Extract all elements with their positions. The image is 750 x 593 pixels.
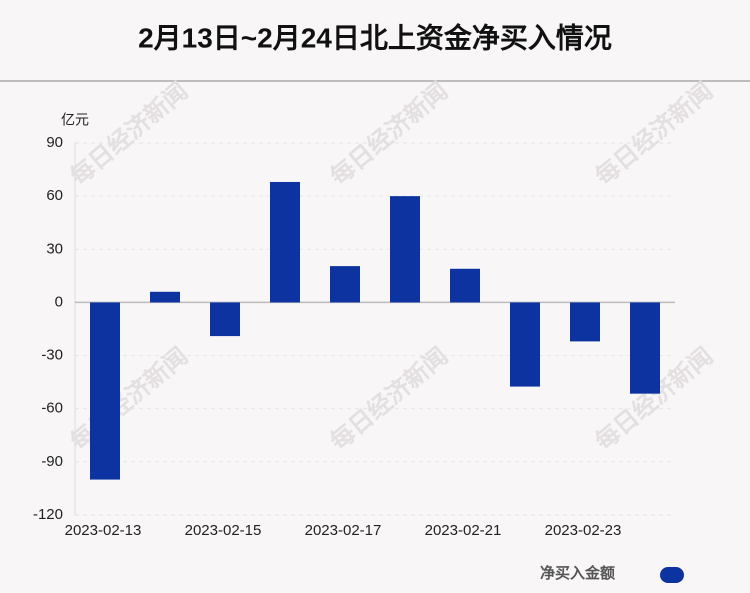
y-tick-label: 0 bbox=[55, 293, 63, 310]
legend-label: 净买入金额 bbox=[540, 564, 615, 582]
bar bbox=[510, 302, 540, 387]
chart-title: 2月13日~2月24日北上资金净买入情况 bbox=[138, 21, 612, 53]
y-tick-label: 30 bbox=[46, 240, 63, 257]
x-tick-label: 2023-02-17 bbox=[305, 522, 382, 539]
legend-swatch bbox=[660, 567, 684, 583]
x-tick-label: 2023-02-15 bbox=[185, 522, 262, 539]
x-tick-label: 2023-02-13 bbox=[65, 522, 142, 539]
y-tick-label: -120 bbox=[33, 506, 63, 523]
bar bbox=[450, 268, 480, 303]
bar bbox=[330, 266, 360, 303]
bar bbox=[210, 302, 240, 337]
bar bbox=[270, 181, 300, 303]
y-tick-label: -30 bbox=[41, 347, 63, 364]
y-tick-label: 60 bbox=[46, 187, 63, 204]
bar bbox=[90, 302, 120, 480]
bar bbox=[390, 196, 420, 303]
bar bbox=[630, 302, 660, 394]
x-tick-label: 2023-02-23 bbox=[545, 522, 622, 539]
y-tick-label: -90 bbox=[41, 453, 63, 470]
y-axis-unit: 亿元 bbox=[61, 112, 89, 128]
bar bbox=[570, 302, 600, 342]
y-tick-label: -60 bbox=[41, 400, 63, 417]
bar bbox=[150, 291, 180, 303]
y-tick-label: 90 bbox=[46, 134, 63, 151]
x-tick-label: 2023-02-21 bbox=[425, 522, 502, 539]
